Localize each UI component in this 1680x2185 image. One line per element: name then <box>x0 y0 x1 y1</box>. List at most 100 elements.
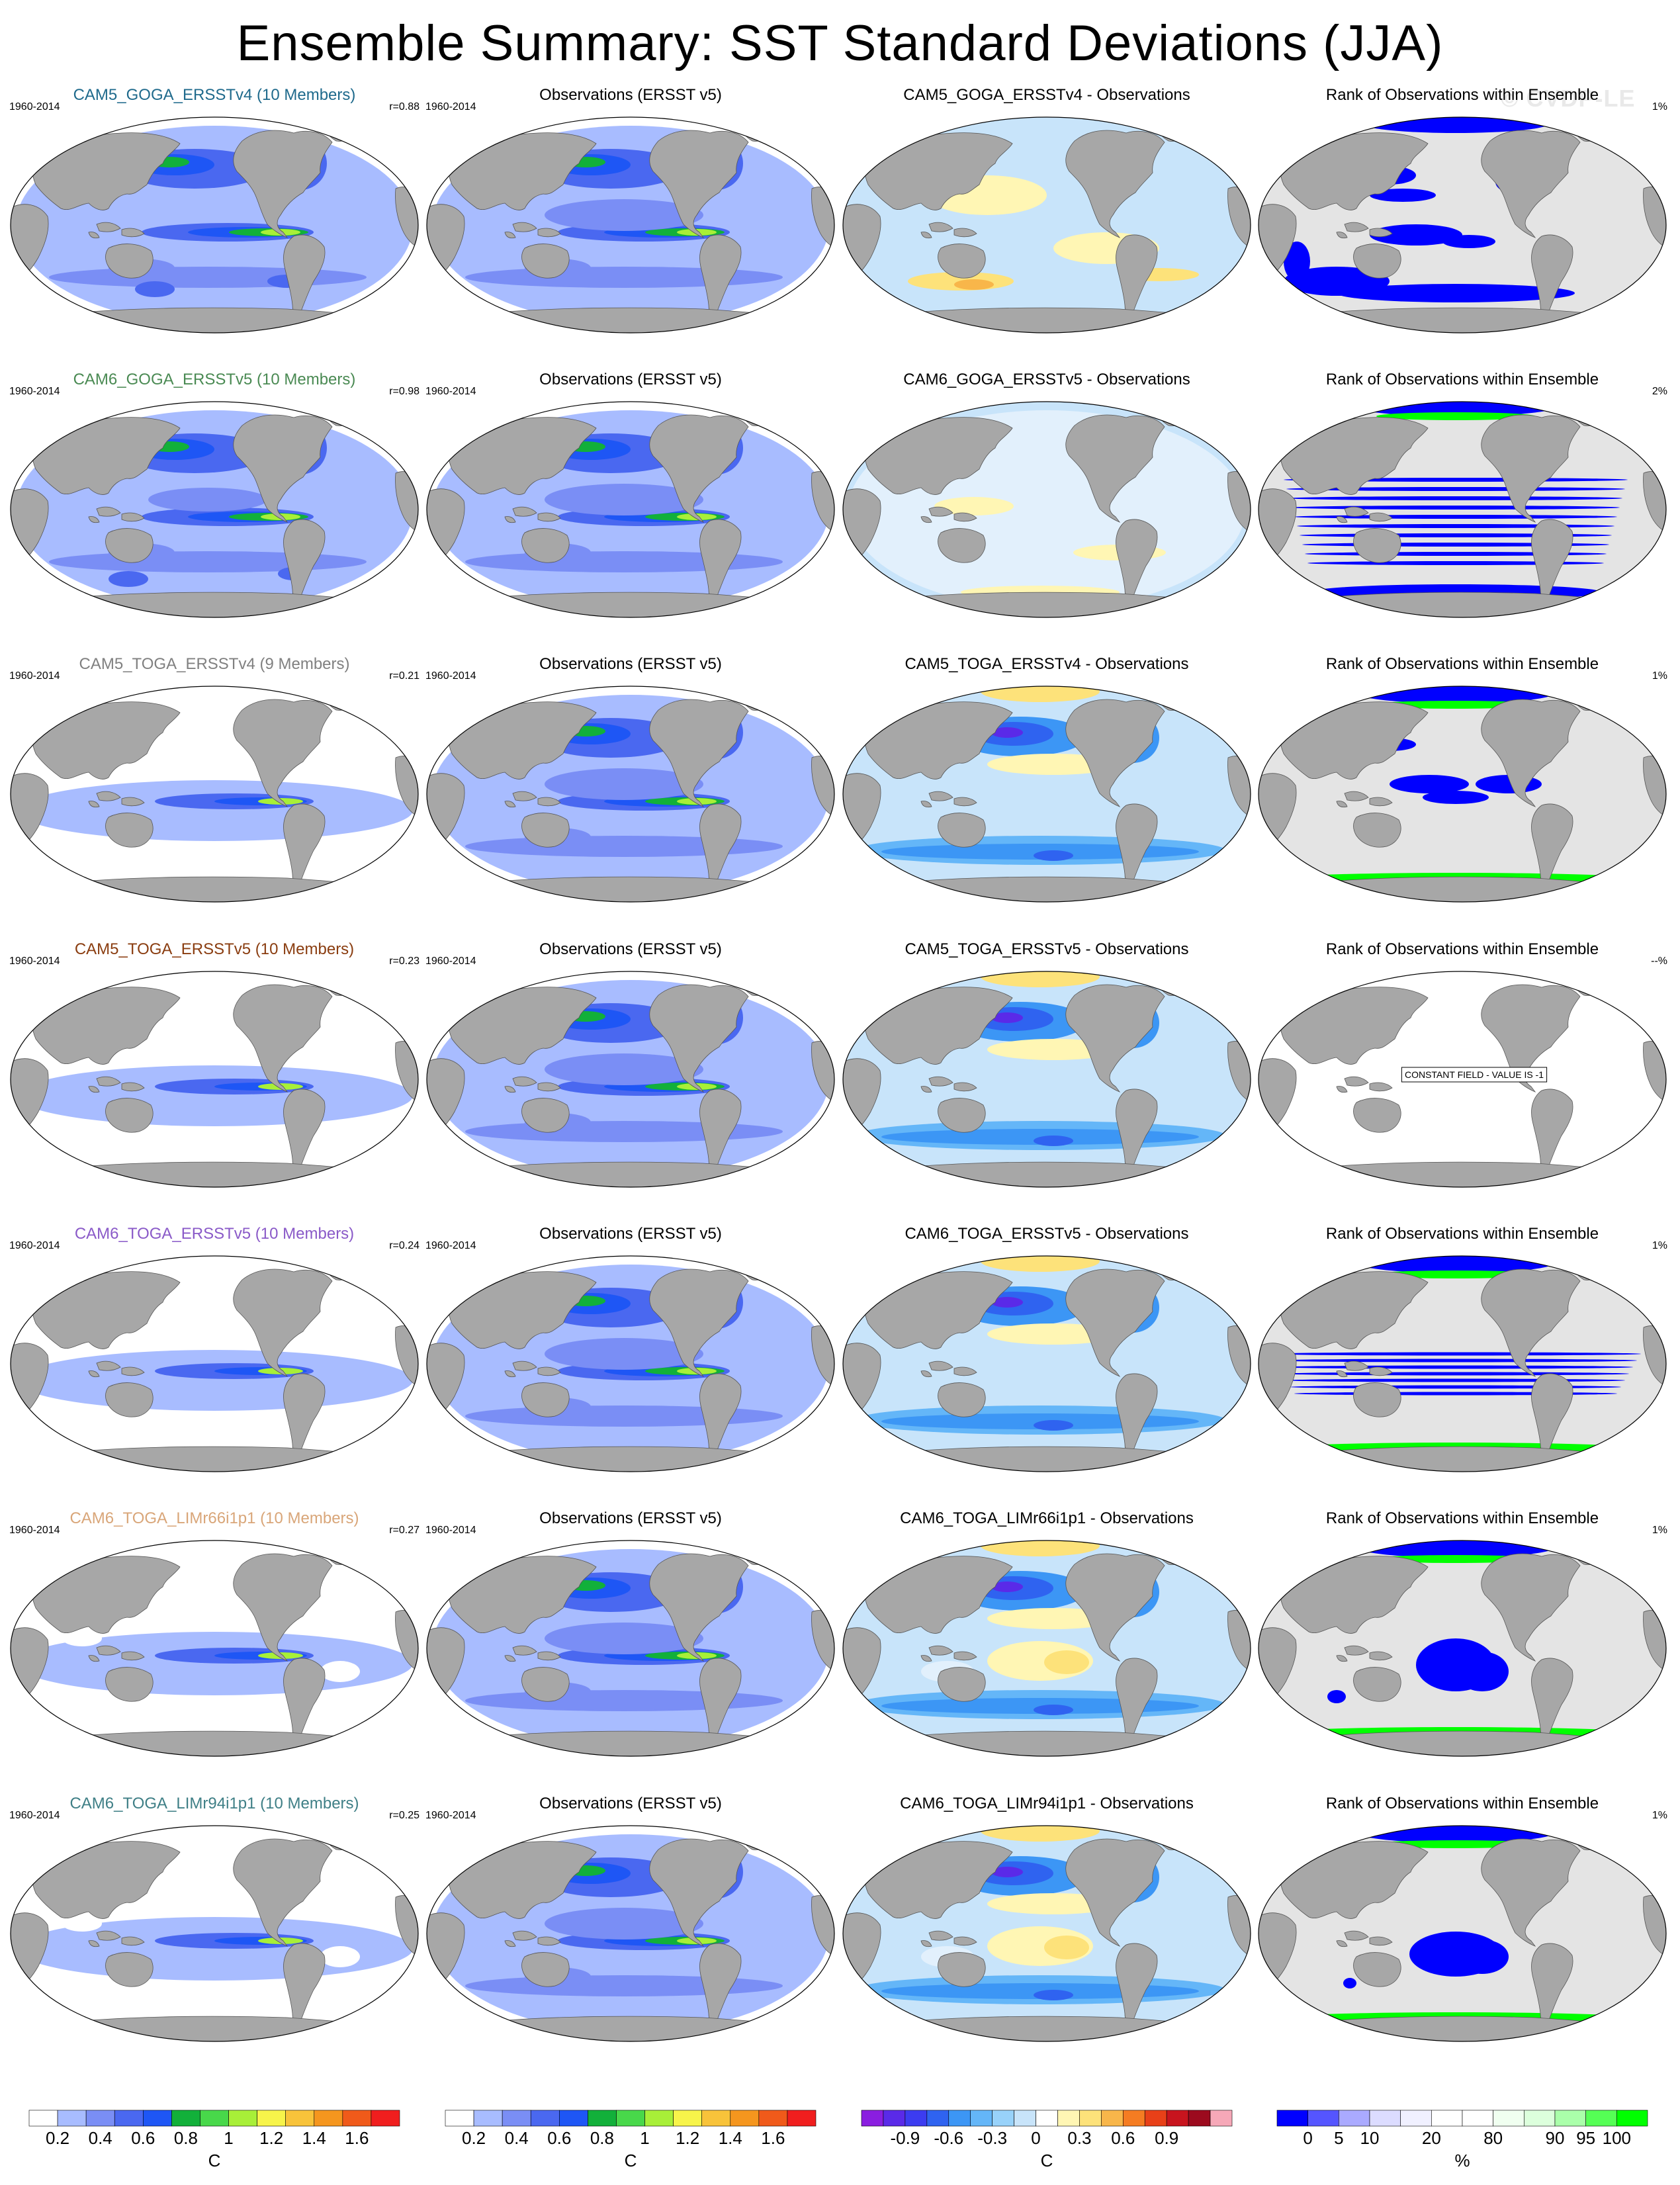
field-contour <box>991 1867 1023 1877</box>
land-mass <box>920 506 977 523</box>
land-mass <box>1065 1838 1165 1947</box>
land-mass <box>1353 1098 1401 1133</box>
land-mass <box>1065 1553 1165 1662</box>
land-mass <box>521 1382 570 1417</box>
field-contour <box>1370 224 1462 245</box>
land-mass <box>1212 425 1251 448</box>
land-mass <box>795 140 834 163</box>
field-contour <box>1390 775 1469 793</box>
land-mass <box>1280 132 1429 210</box>
colorbar-tick: 0.8 <box>173 2128 198 2148</box>
period-label: 1960-2014 <box>9 1240 60 1251</box>
land-mass <box>1336 1930 1393 1947</box>
land-mass <box>105 1952 154 1987</box>
land-mass <box>88 791 145 808</box>
panel-title-obs: Observations (ERSST v5) <box>539 371 722 388</box>
land-mass <box>1336 791 1393 808</box>
colorbar-swatch <box>1400 2110 1432 2127</box>
land-mass <box>795 709 834 733</box>
panel-title-obs: Observations (ERSST v5) <box>539 1795 722 1812</box>
land-mass <box>521 1952 570 1987</box>
land-mass <box>504 1930 561 1947</box>
land-mass <box>1212 709 1251 733</box>
map-border <box>1258 1825 1667 2042</box>
land-mass <box>1627 995 1666 1018</box>
land-mass <box>233 699 333 807</box>
period-label: 1960-2014 <box>425 386 476 397</box>
period-label: 1960-2014 <box>9 1525 60 1536</box>
colorbar-tick: 0.2 <box>45 2128 70 2148</box>
panel-title-model: CAM6_TOGA_ERSSTv5 (10 Members) <box>74 1225 355 1243</box>
colorbar-swatch <box>1014 2110 1036 2127</box>
land-mass <box>379 1849 418 1872</box>
land-mass <box>938 1382 986 1417</box>
field-contour <box>991 1012 1023 1023</box>
land-mass <box>521 1667 570 1702</box>
map-rank <box>1257 1824 1667 2043</box>
land-mass <box>233 984 333 1092</box>
land-mass <box>32 1556 181 1634</box>
colorbar-swatch <box>673 2110 702 2127</box>
field-contour <box>1423 791 1489 804</box>
map-obs <box>425 1539 836 1758</box>
land-mass <box>32 1271 181 1349</box>
land-mass <box>920 1930 977 1947</box>
colorbar-tick: 0.6 <box>547 2128 572 2148</box>
land-mass <box>1212 1279 1251 1302</box>
pattern-correlation: r=0.25 <box>389 1810 420 1821</box>
rank-percent: 2% <box>1652 386 1667 397</box>
land-mass <box>1212 995 1251 1018</box>
land-mass <box>1481 414 1581 523</box>
field-contour <box>991 727 1023 738</box>
land-mass <box>938 1667 986 1702</box>
colorbar-swatch <box>228 2110 257 2127</box>
field-contour <box>934 497 1014 515</box>
colorbar-swatch <box>730 2110 760 2127</box>
period-label: 1960-2014 <box>9 386 60 397</box>
field-contour <box>1270 1352 1641 1356</box>
map-border <box>10 401 419 618</box>
map-border <box>1258 1540 1667 1757</box>
colorbar-swatch <box>314 2110 343 2127</box>
colorbar-swatch <box>905 2110 928 2127</box>
colorbar-tick: 80 <box>1483 2128 1503 2148</box>
land-mass <box>504 222 561 239</box>
colorbar-swatch <box>1036 2110 1058 2127</box>
panel-title-diff: CAM6_TOGA_LIMr94i1p1 - Observations <box>900 1795 1194 1812</box>
land-mass <box>504 1360 561 1378</box>
colorbar-swatch <box>948 2110 971 2127</box>
map-border <box>842 1825 1251 2042</box>
colorbar-tick: 0.9 <box>1155 2128 1179 2148</box>
colorbar-tick: 1 <box>224 2128 234 2148</box>
field-contour <box>1343 1978 1356 1988</box>
map-model <box>9 1824 420 2043</box>
field-contour <box>1297 524 1614 528</box>
period-label: 1960-2014 <box>425 1240 476 1251</box>
period-label: 1960-2014 <box>425 670 476 682</box>
land-mass <box>1280 1271 1429 1349</box>
page-title: Ensemble Summary: SST Standard Deviation… <box>236 15 1444 71</box>
field-contour <box>1370 189 1436 202</box>
panel-title-obs: Observations (ERSST v5) <box>539 86 722 104</box>
land-mass <box>1065 984 1165 1092</box>
map-rank <box>1257 116 1667 334</box>
field-contour <box>545 484 703 515</box>
land-mass <box>1212 1849 1251 1872</box>
colorbar-swatch <box>1431 2110 1463 2127</box>
land-mass <box>938 1098 986 1133</box>
colorbar-swatch <box>371 2110 400 2127</box>
colorbar-swatch <box>85 2110 115 2127</box>
land-mass <box>1336 1076 1393 1093</box>
panel-title-rank: Rank of Observations within Ensemble <box>1325 86 1599 104</box>
colorbar-swatch <box>530 2110 560 2127</box>
land-mass <box>233 1838 333 1947</box>
land-mass <box>448 1556 597 1634</box>
land-mass <box>1212 140 1251 163</box>
land-mass <box>1481 1838 1581 1947</box>
land-mass <box>105 244 154 279</box>
panel-title-rank: Rank of Observations within Ensemble <box>1325 655 1599 673</box>
panel-title-diff: CAM6_TOGA_ERSSTv5 - Observations <box>905 1225 1189 1243</box>
land-mass <box>1336 222 1393 239</box>
field-contour <box>981 971 1100 987</box>
land-mass <box>1627 1564 1666 1587</box>
